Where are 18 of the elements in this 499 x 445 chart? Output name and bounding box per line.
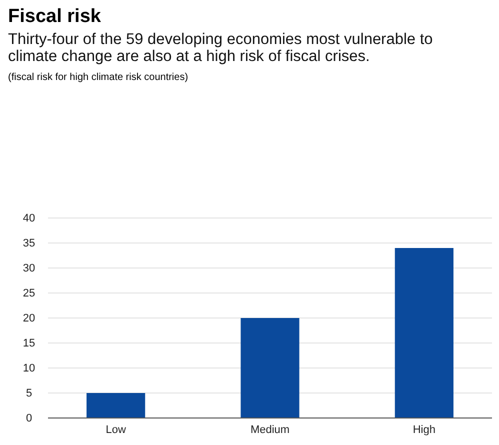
y-tick-label: 20 [22,312,36,325]
x-tick-label: High [412,424,436,436]
y-tick-label: 35 [22,238,36,250]
bar [394,248,454,418]
y-tick-label: 40 [22,212,36,225]
bar [240,318,300,418]
y-tick-label: 0 [26,412,32,425]
chart-subtitle: Thirty-four of the 59 developing economies most vulnerable to climate change are also at a high risk of fiscal crises. [8,31,433,65]
y-tick-label: 5 [26,388,32,400]
x-tick-label: Medium [250,424,290,436]
y-tick-label: 15 [22,338,36,350]
text: (fiscal risk for high climate risk countries) [8,72,188,83]
y-tick-label: 25 [22,288,36,300]
x-tick-label: Low [106,424,126,436]
bar [86,393,146,418]
chart-title: Fiscal risk [8,6,102,27]
y-tick-label: 10 [22,362,36,375]
y-tick-label: 30 [22,262,36,275]
